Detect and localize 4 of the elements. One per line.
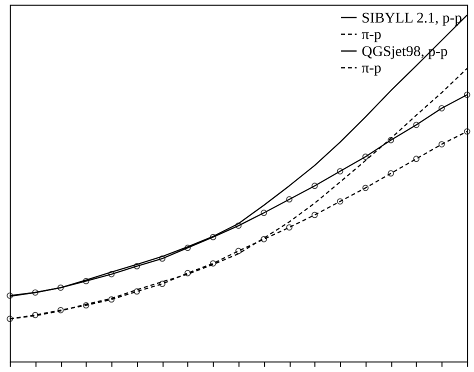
legend-label: π-p [362, 60, 382, 77]
legend-label: π-p [362, 27, 382, 44]
legend-label: SIBYLL 2.1, p-p [362, 10, 462, 26]
legend-label: QGSjet98, p-p [362, 44, 448, 60]
